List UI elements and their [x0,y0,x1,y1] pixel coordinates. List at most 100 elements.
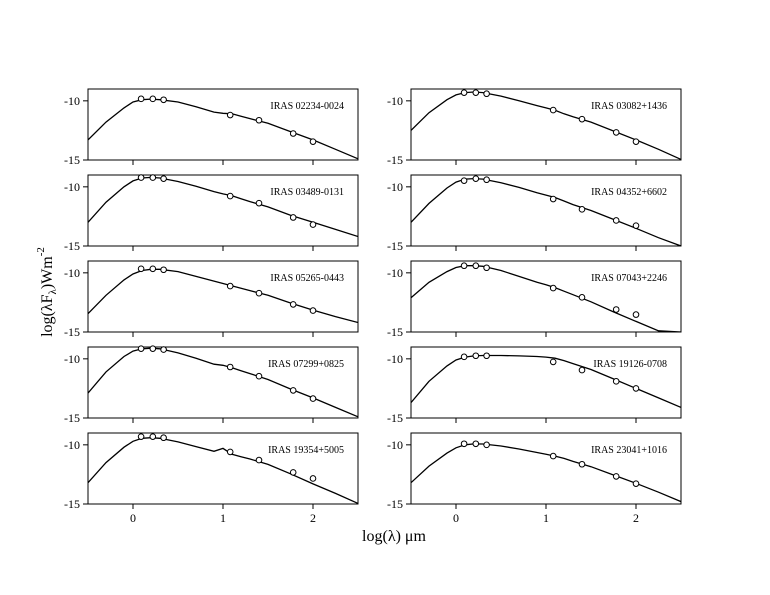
panel: -15 -10 IRAS 03489-0131 [64,174,359,253]
data-point [632,385,640,392]
data-point [612,378,620,385]
data-point [612,217,620,224]
data-point [472,352,480,360]
y-tick-label: -10 [64,438,80,452]
data-point [149,95,157,103]
panel: -15 -10 IRAS 07043+2246 [387,260,682,339]
x-tick-label: 2 [310,511,316,525]
panel: -15 -10 0 1 2 IRAS 19354+5005 [64,432,359,525]
panel-label: IRAS 19126-0708 [593,359,667,370]
panel-label: IRAS 23041+1016 [591,445,667,456]
data-point [226,192,234,200]
data-point [255,199,263,207]
data-point [309,221,317,228]
y-tick-label: -15 [387,411,403,425]
y-tick-label: -15 [387,325,403,339]
panel-label: IRAS 19354+5005 [268,445,344,456]
panel: -15 -10 IRAS 07299+0825 [64,345,359,425]
data-point [578,115,586,123]
data-point [137,433,145,440]
data-point [483,264,490,272]
y-tick-label: -15 [64,239,80,253]
y-tick-label: -10 [64,352,80,366]
panel-label: IRAS 03489-0131 [270,187,344,198]
data-point [472,89,480,96]
data-point [632,480,640,487]
panel-frame [87,346,359,419]
x-axis-label: log(λ) μm [362,528,426,545]
panel-label: IRAS 04352+6602 [591,187,667,198]
y-label-sub: λ [47,288,59,294]
data-point [549,358,557,366]
y-tick-label: -15 [64,325,80,339]
data-point [137,265,145,273]
data-point [149,345,157,352]
data-point [549,195,557,203]
y-tick-label: -10 [387,438,403,452]
data-point [578,206,586,213]
data-point [578,294,586,301]
data-point [255,456,263,464]
y-tick-label: -10 [387,94,403,108]
data-point [549,106,557,114]
panel-frame [87,260,359,333]
x-tick-label: 2 [633,511,639,525]
data-point [149,174,157,181]
data-point [472,440,480,448]
panel-label: IRAS 07043+2246 [591,273,667,284]
data-point [255,372,263,380]
panel-frame [410,88,682,161]
data-point [549,452,557,460]
panel-frame [87,88,359,161]
model-curve [411,265,681,332]
data-point [289,387,297,394]
data-point [289,130,297,137]
data-point [460,89,468,96]
data-point [483,90,490,98]
panel-label: IRAS 05265-0443 [270,273,344,284]
y-tick-label: -10 [387,266,403,280]
y-tick-label: -15 [64,497,80,511]
model-curve [88,176,358,238]
data-point [612,306,620,313]
data-point [149,265,157,273]
data-point [612,473,620,480]
y-tick-label: -10 [64,180,80,194]
data-point [578,460,586,468]
data-point [160,175,167,182]
data-point [160,96,167,104]
panel-frame [87,174,359,247]
y-label-sup: -2 [35,247,47,256]
y-tick-label: -15 [387,497,403,511]
model-curve [411,354,681,408]
data-point [309,475,317,482]
y-tick-label: -15 [64,411,80,425]
x-tick-label: 0 [130,511,136,525]
data-point [226,448,234,456]
data-point [460,440,468,448]
data-point [289,469,297,476]
data-point [289,214,297,221]
data-point [160,266,167,274]
data-point [549,284,557,292]
panel-label: IRAS 07299+0825 [268,359,344,370]
data-point [137,174,145,181]
y-tick-label: -15 [387,153,403,167]
y-axis-label: log(λFλ)Wm-2 [35,247,59,337]
data-point [226,282,234,290]
panel-frame [410,432,682,505]
data-point [483,441,490,449]
data-point [149,433,157,440]
data-point [255,289,263,297]
y-tick-label: -15 [64,153,80,167]
data-point [137,95,145,103]
data-point [472,262,480,270]
data-point [632,138,640,145]
data-point [226,111,234,119]
data-point [483,352,490,360]
data-point [309,307,317,314]
panel-label: IRAS 02234-0024 [270,101,344,112]
panel: -15 -10 IRAS 05265-0443 [64,260,359,339]
panel: -15 -10 0 1 2 IRAS 23041+1016 [387,432,682,525]
